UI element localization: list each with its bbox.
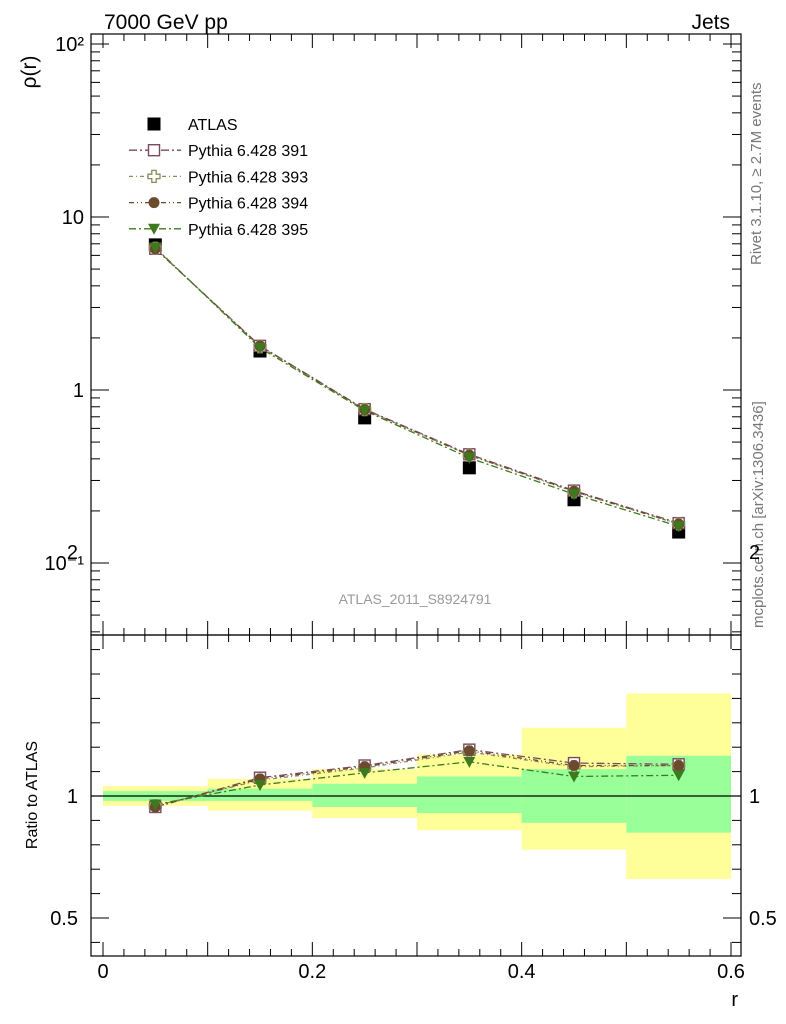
ratio-y-axis-label: Ratio to ATLAS [24,741,41,849]
ratio-ticks: 0 0.2 0.4 0.6 0.5 0.5 1 1 2 2 [50,542,777,983]
legend: ATLAS Pythia 6.428 391 Pythia 6.428 393 Pyt… [129,117,308,239]
ratio-y-tick-label-left: 2 [67,542,78,564]
ratio-x-tick-label: 0.6 [717,961,745,983]
main-point-p395 [672,521,685,533]
legend-marker-p393 [147,169,161,184]
legend-label-p394: Pythia 6.428 394 [188,196,308,213]
ratio-y-tick-label-left: 1 [67,786,78,808]
x-axis-label: r [731,989,738,1011]
mcplots-label: mcplots.cern.ch [arXiv:1306.3436] [750,401,767,628]
legend-marker-p395 [148,223,160,235]
ratio-inner-band [312,783,417,807]
main-line-p394 [154,248,679,525]
legend-label-atlas: ATLAS [188,117,238,134]
ratio-y-tick-label-left: 0.5 [50,908,78,930]
ratio-series-lines [155,748,679,808]
legend-marker-atlas [147,117,161,131]
ratio-point-p395 [568,771,580,783]
legend-label-p393: Pythia 6.428 393 [188,169,308,186]
ratio-uncertainty-bands [103,693,731,879]
rivet-label: Rivet 3.1.10, ≥ 2.7M events [748,83,765,266]
ratio-x-tick-label: 0.2 [298,961,326,983]
ratio-y-tick-label-right: 0.5 [749,908,777,930]
main-point-atlas [462,461,476,475]
ratio-point-p395 [358,767,371,779]
main-y-tick-label: 1 [73,380,84,402]
ratio-point-p394 [673,760,685,771]
main-markers [148,238,686,539]
ratio-point-p395 [254,780,266,792]
legend-marker-p391 [147,143,161,157]
ratio-point-p395 [463,756,476,768]
ratio-inner-band [207,788,313,801]
ratio-line-p393 [155,751,679,807]
main-ticks: 10⁻¹ 1 10 10² [45,34,741,635]
main-series-lines [154,247,679,527]
legend-marker-p394 [148,197,160,209]
ratio-point-p394 [568,760,580,771]
main-line-p395 [154,247,679,527]
ratio-x-tick-label: 0.4 [508,961,536,983]
process-label: Jets [691,11,730,34]
main-y-axis-label: ρ(r) [18,56,41,89]
ratio-inner-band [417,776,522,814]
legend-label-p395: Pythia 6.428 395 [188,222,308,239]
ratio-x-tick-label: 0 [97,961,108,983]
ratio-point-p394 [463,745,475,757]
main-line-p391 [154,248,679,524]
ratio-point-p395 [672,770,685,782]
main-point-p395 [463,452,476,464]
main-point-p395 [568,489,580,501]
analysis-label: ATLAS_2011_S8924791 [339,591,492,607]
main-point-p395 [254,342,266,354]
main-y-tick-label: 10² [55,34,84,56]
main-y-tick-label: 10 [62,207,84,229]
ratio-y-tick-label-right: 1 [749,786,760,808]
ratio-panel: 0 0.2 0.4 0.6 0.5 0.5 1 1 2 2 Ratio to ATLAS r [24,542,777,1011]
ratio-markers [148,743,686,814]
energy-label: 7000 GeV pp [104,11,228,34]
ratio-y-tick-label-right: 2 [749,542,760,564]
main-line-p393 [154,247,679,525]
main-point-p395 [149,242,162,254]
ratio-frame [90,634,742,957]
legend-label-p391: Pythia 6.428 391 [188,143,308,160]
main-point-p395 [358,405,371,417]
main-y-tick-label: 10⁻¹ [45,553,85,575]
main-panel: 10⁻¹ 1 10 10² ρ(r) ATLAS_2011_S8924791 ATLA… [18,33,742,636]
ratio-point-p395 [149,799,162,811]
ratio-line-p395 [155,761,679,806]
